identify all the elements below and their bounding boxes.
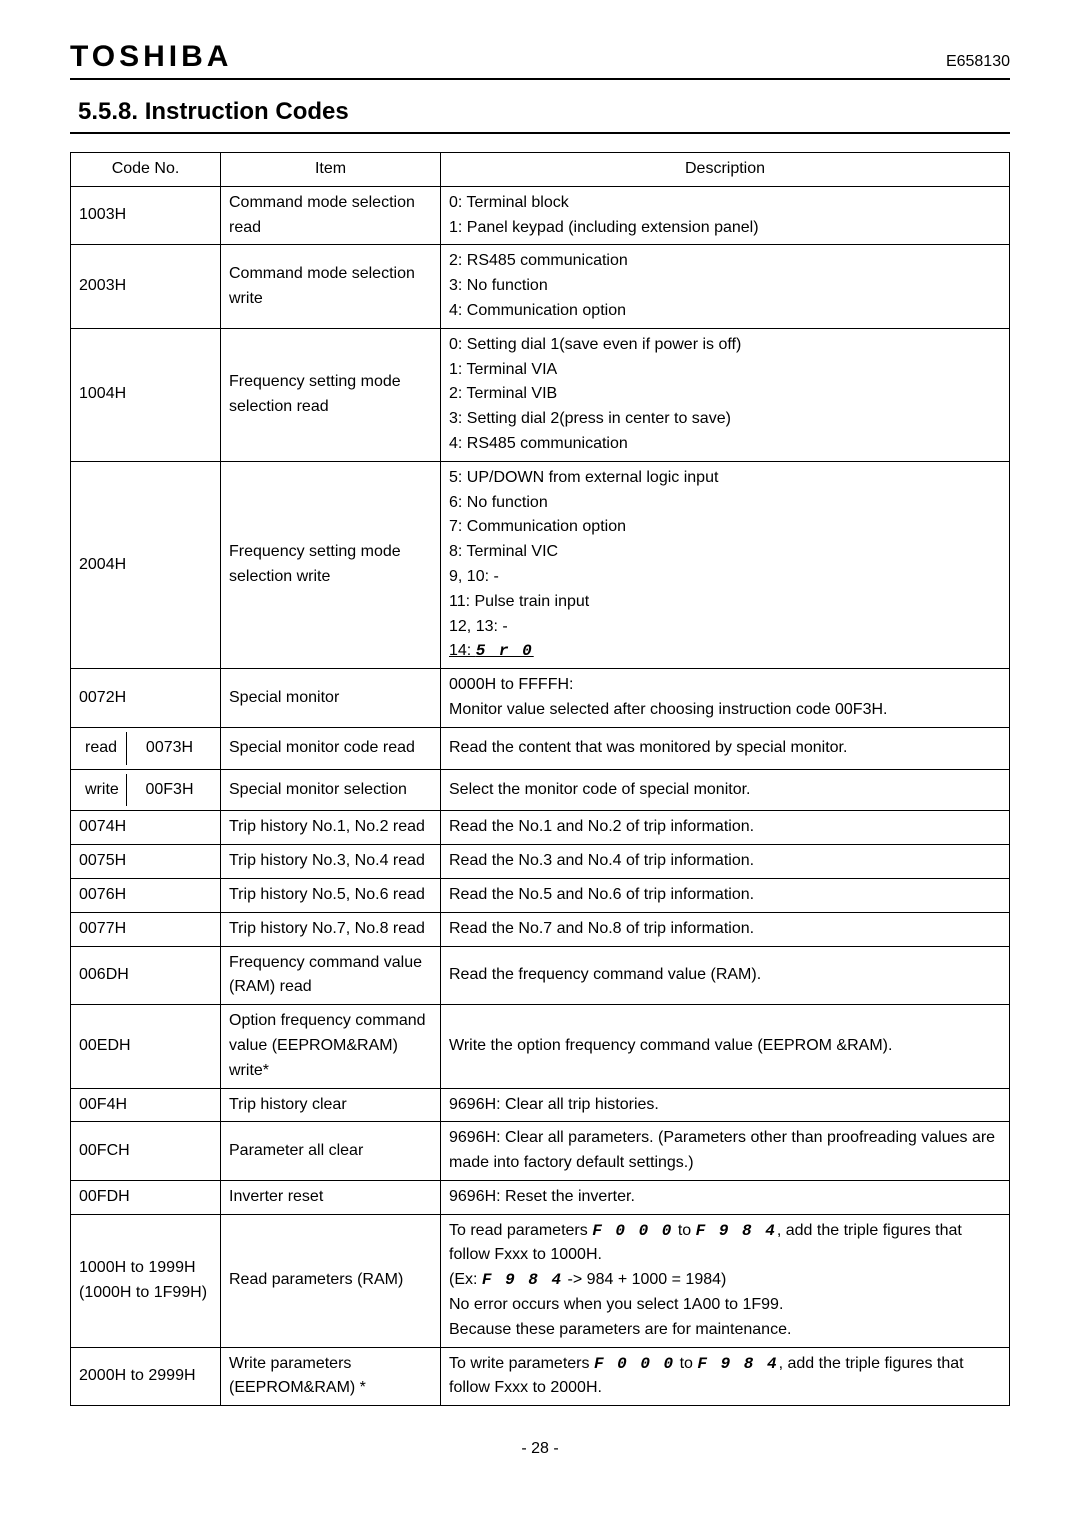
desc-cell: Write the option frequency command value…	[441, 1005, 1010, 1088]
section-title: 5.5.8. Instruction Codes	[70, 94, 1010, 134]
code-cell: 0075H	[71, 845, 221, 879]
item-cell: Trip history No.5, No.6 read	[221, 878, 441, 912]
desc-cell: 2: RS485 communication3: No function4: C…	[441, 245, 1010, 328]
item-cell: Command mode selection read	[221, 186, 441, 245]
table-row: 1000H to 1999H(1000H to 1F99H)Read param…	[71, 1214, 1010, 1347]
code-cell: 00EDH	[71, 1005, 221, 1088]
item-cell: Trip history clear	[221, 1088, 441, 1122]
code-cell: 006DH	[71, 946, 221, 1005]
item-cell: Command mode selection write	[221, 245, 441, 328]
table-row: 1004HFrequency setting mode selection re…	[71, 328, 1010, 461]
item-cell: Frequency command value (RAM) read	[221, 946, 441, 1005]
code-cell: 2003H	[71, 245, 221, 328]
col-header-desc: Description	[441, 153, 1010, 187]
page-number: - 28 -	[70, 1440, 1010, 1458]
code-cell: 00F4H	[71, 1088, 221, 1122]
table-row: 0076HTrip history No.5, No.6 readRead th…	[71, 878, 1010, 912]
page-header: TOSHIBA E658130	[70, 40, 1010, 80]
desc-cell: Read the No.1 and No.2 of trip informati…	[441, 811, 1010, 845]
instruction-codes-table: Code No. Item Description 1003HCommand m…	[70, 152, 1010, 1406]
desc-cell: 9696H: Reset the inverter.	[441, 1180, 1010, 1214]
code-cell: 0077H	[71, 912, 221, 946]
table-row: write00F3HSpecial monitor selectionSelec…	[71, 769, 1010, 811]
item-cell: Frequency setting mode selection read	[221, 328, 441, 461]
item-cell: Write parameters (EEPROM&RAM) *	[221, 1347, 441, 1406]
code-cell: 0074H	[71, 811, 221, 845]
table-row: 00F4HTrip history clear9696H: Clear all …	[71, 1088, 1010, 1122]
desc-cell: Select the monitor code of special monit…	[441, 769, 1010, 811]
code-cell: 1003H	[71, 186, 221, 245]
table-row: 1003HCommand mode selection read0: Termi…	[71, 186, 1010, 245]
item-cell: Trip history No.1, No.2 read	[221, 811, 441, 845]
brand-logo: TOSHIBA	[70, 40, 232, 74]
desc-cell: Read the frequency command value (RAM).	[441, 946, 1010, 1005]
code-cell: write00F3H	[71, 769, 221, 811]
code-cell: 2000H to 2999H	[71, 1347, 221, 1406]
table-body: 1003HCommand mode selection read0: Termi…	[71, 186, 1010, 1405]
item-cell: Trip history No.7, No.8 read	[221, 912, 441, 946]
item-cell: Read parameters (RAM)	[221, 1214, 441, 1347]
code-cell: read0073H	[71, 727, 221, 769]
item-cell: Parameter all clear	[221, 1122, 441, 1181]
code-cell: 00FCH	[71, 1122, 221, 1181]
code-cell: 2004H	[71, 461, 221, 668]
code-cell: 1004H	[71, 328, 221, 461]
table-row: 00FCHParameter all clear9696H: Clear all…	[71, 1122, 1010, 1181]
col-header-item: Item	[221, 153, 441, 187]
col-header-code: Code No.	[71, 153, 221, 187]
item-cell: Frequency setting mode selection write	[221, 461, 441, 668]
table-row: 0075HTrip history No.3, No.4 readRead th…	[71, 845, 1010, 879]
code-cell: 00FDH	[71, 1180, 221, 1214]
table-header-row: Code No. Item Description	[71, 153, 1010, 187]
table-row: 0077HTrip history No.7, No.8 readRead th…	[71, 912, 1010, 946]
desc-cell: Read the content that was monitored by s…	[441, 727, 1010, 769]
table-row: 2000H to 2999HWrite parameters (EEPROM&R…	[71, 1347, 1010, 1406]
item-cell: Special monitor selection	[221, 769, 441, 811]
item-cell: Trip history No.3, No.4 read	[221, 845, 441, 879]
desc-cell: 0000H to FFFFH:Monitor value selected af…	[441, 669, 1010, 728]
desc-cell: 0: Setting dial 1(save even if power is …	[441, 328, 1010, 461]
code-cell: 1000H to 1999H(1000H to 1F99H)	[71, 1214, 221, 1347]
table-row: 2004HFrequency setting mode selection wr…	[71, 461, 1010, 668]
desc-cell: 9696H: Clear all parameters. (Parameters…	[441, 1122, 1010, 1181]
code-cell: 0076H	[71, 878, 221, 912]
table-row: 2003HCommand mode selection write2: RS48…	[71, 245, 1010, 328]
table-row: 0074HTrip history No.1, No.2 readRead th…	[71, 811, 1010, 845]
desc-cell: Read the No.3 and No.4 of trip informati…	[441, 845, 1010, 879]
desc-cell: 0: Terminal block1: Panel keypad (includ…	[441, 186, 1010, 245]
desc-cell: To write parameters F 0 0 0 to F 9 8 4, …	[441, 1347, 1010, 1406]
desc-cell: To read parameters F 0 0 0 to F 9 8 4, a…	[441, 1214, 1010, 1347]
item-cell: Special monitor	[221, 669, 441, 728]
desc-cell: 9696H: Clear all trip histories.	[441, 1088, 1010, 1122]
table-row: 0072HSpecial monitor0000H to FFFFH:Monit…	[71, 669, 1010, 728]
document-number: E658130	[946, 53, 1010, 71]
table-row: read0073HSpecial monitor code readRead t…	[71, 727, 1010, 769]
table-row: 006DHFrequency command value (RAM) readR…	[71, 946, 1010, 1005]
desc-cell: 5: UP/DOWN from external logic input6: N…	[441, 461, 1010, 668]
table-row: 00FDHInverter reset9696H: Reset the inve…	[71, 1180, 1010, 1214]
item-cell: Inverter reset	[221, 1180, 441, 1214]
desc-cell: Read the No.5 and No.6 of trip informati…	[441, 878, 1010, 912]
item-cell: Option frequency command value (EEPROM&R…	[221, 1005, 441, 1088]
table-row: 00EDHOption frequency command value (EEP…	[71, 1005, 1010, 1088]
code-cell: 0072H	[71, 669, 221, 728]
desc-cell: Read the No.7 and No.8 of trip informati…	[441, 912, 1010, 946]
item-cell: Special monitor code read	[221, 727, 441, 769]
